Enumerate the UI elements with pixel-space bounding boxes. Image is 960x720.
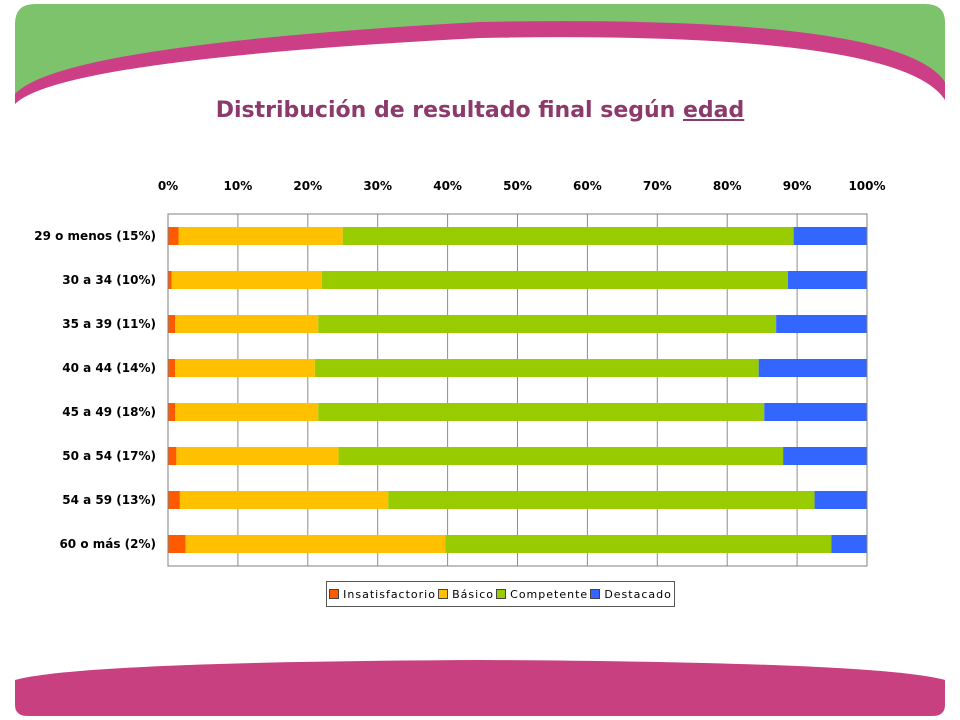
category-label: 29 o menos (15%): [34, 229, 156, 243]
bar-segment: [168, 359, 175, 377]
bar-segment: [788, 271, 867, 289]
x-tick-label: 80%: [713, 179, 742, 193]
bottom-pink-band: [15, 660, 945, 716]
x-tick-label: 0%: [158, 179, 178, 193]
legend-label: Insatisfactorio: [343, 587, 436, 601]
bar-segment: [174, 403, 319, 421]
legend-swatch: [496, 589, 507, 599]
legend-item: Insatisfactorio: [329, 588, 436, 601]
legend-label: Básico: [452, 587, 494, 601]
bar-segment: [176, 447, 339, 465]
bar-segment: [758, 359, 867, 377]
category-label: 30 a 34 (10%): [62, 273, 156, 287]
x-tick-label: 60%: [573, 179, 602, 193]
bar-segment: [338, 447, 784, 465]
bar-segment: [171, 271, 322, 289]
bar-segment: [321, 271, 789, 289]
bar-segment: [168, 227, 179, 245]
bar-segment: [776, 315, 867, 333]
gridlines: [167, 214, 868, 566]
legend-item: Competente: [496, 588, 588, 601]
bar-segment: [168, 447, 177, 465]
bar-segment: [814, 491, 867, 509]
bar-segment: [174, 359, 315, 377]
bar-segment: [168, 315, 175, 333]
legend-swatch: [590, 589, 601, 599]
legend-label: Competente: [510, 587, 589, 601]
legend-swatch: [438, 589, 449, 599]
legend-item: Destacado: [590, 588, 672, 601]
top-green-band: [15, 4, 945, 94]
bar-segment: [168, 403, 175, 421]
category-label: 45 a 49 (18%): [62, 405, 156, 419]
legend: Insatisfactorio Básico Competente Destacado: [326, 581, 675, 607]
bar-segment: [388, 491, 815, 509]
x-tick-label: 40%: [433, 179, 462, 193]
title-emphasis: edad: [683, 98, 745, 123]
x-tick-label: 90%: [783, 179, 812, 193]
legend-swatch: [329, 589, 340, 599]
category-label: 54 a 59 (13%): [62, 493, 156, 507]
bar-segment: [318, 315, 777, 333]
bar-segment: [185, 535, 446, 553]
bar-segment: [793, 227, 867, 245]
bar-segment: [179, 491, 389, 509]
bars: [168, 227, 867, 553]
bar-segment: [178, 227, 343, 245]
bar-segment: [783, 447, 867, 465]
x-tick-label: 100%: [848, 179, 885, 193]
bar-segment: [174, 315, 319, 333]
bar-segment: [445, 535, 832, 553]
legend-item: Básico: [438, 588, 494, 601]
x-tick-label: 50%: [503, 179, 532, 193]
category-labels: 29 o menos (15%) 30 a 34 (10%) 35 a 39 (11…: [34, 229, 156, 551]
category-label: 40 a 44 (14%): [62, 361, 156, 375]
chart-title: Distribución de resultado final según ed…: [0, 98, 960, 123]
title-text: Distribución de resultado final según: [215, 98, 676, 123]
bar-segment: [764, 403, 867, 421]
category-label: 35 a 39 (11%): [62, 317, 156, 331]
x-tick-label: 10%: [224, 179, 253, 193]
category-label: 50 a 54 (17%): [62, 449, 156, 463]
bar-segment: [168, 491, 180, 509]
bar-segment: [831, 535, 867, 553]
x-tick-label: 70%: [643, 179, 672, 193]
x-axis-ticks: 0% 10% 20% 30% 40% 50% 60% 70% 80% 90% 100%: [158, 179, 886, 193]
bar-segment: [314, 359, 759, 377]
legend-label: Destacado: [604, 587, 672, 601]
bar-segment: [168, 271, 172, 289]
x-tick-label: 30%: [363, 179, 392, 193]
bar-segment: [318, 403, 765, 421]
bar-segment: [168, 535, 186, 553]
plot-frame: [167, 213, 868, 567]
x-tick-label: 20%: [293, 179, 322, 193]
category-label: 60 o más (2%): [59, 537, 156, 551]
bar-segment: [342, 227, 794, 245]
